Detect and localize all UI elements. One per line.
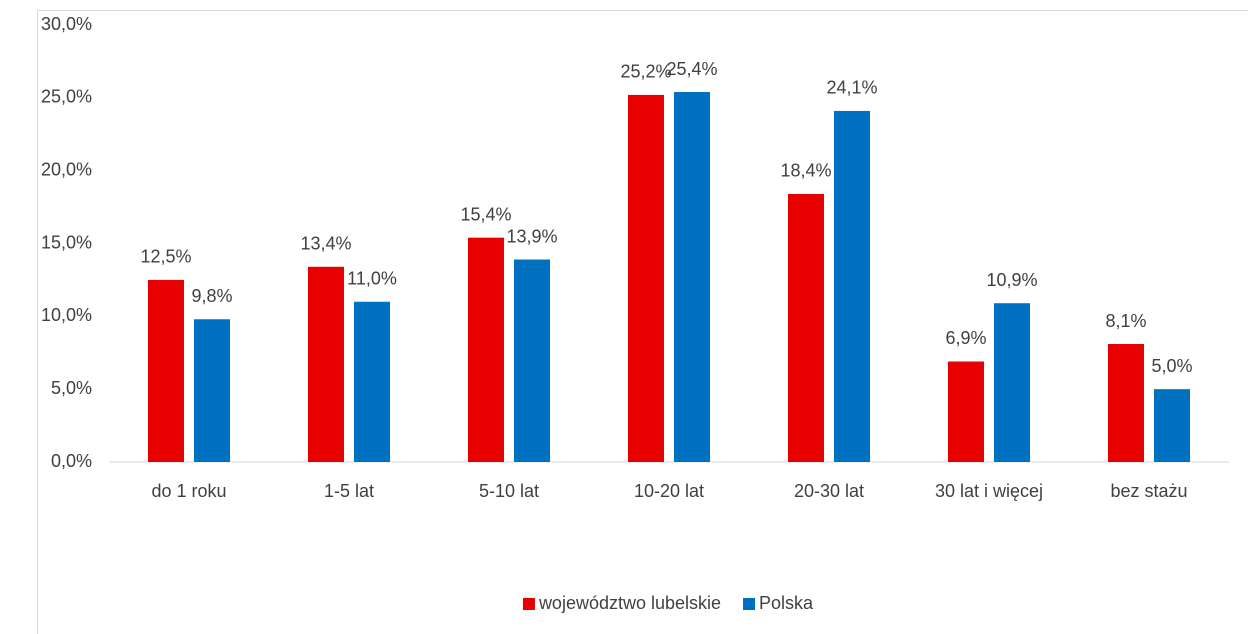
y-tick-label: 30,0% — [41, 14, 92, 34]
legend-label: Polska — [759, 593, 814, 613]
bar — [468, 237, 504, 462]
value-label: 9,8% — [191, 286, 232, 306]
legend-swatch — [522, 598, 535, 610]
y-tick-label: 20,0% — [41, 159, 92, 179]
x-tick-label: do 1 roku — [151, 481, 226, 501]
legend-swatch — [743, 598, 756, 610]
bar — [834, 110, 870, 463]
value-label: 15,4% — [460, 204, 511, 224]
bar — [1154, 389, 1190, 462]
value-label: 13,4% — [300, 234, 351, 254]
x-tick-label: 30 lat i więcej — [935, 481, 1043, 501]
x-tick-label: 20-30 lat — [794, 481, 864, 501]
value-label: 10,9% — [986, 270, 1037, 290]
value-label: 18,4% — [780, 161, 831, 181]
value-label: 5,0% — [1151, 356, 1192, 376]
x-tick-label: 10-20 lat — [634, 481, 704, 501]
y-tick-label: 25,0% — [41, 87, 92, 107]
x-tick-label: 1-5 lat — [324, 481, 374, 501]
bar — [628, 94, 664, 463]
value-label: 13,9% — [506, 226, 557, 246]
y-tick-label: 5,0% — [51, 378, 92, 398]
chart-border — [37, 10, 1248, 634]
bar — [194, 319, 230, 462]
bar — [354, 301, 390, 462]
value-label: 6,9% — [945, 328, 986, 348]
bar — [788, 193, 824, 462]
bar — [1108, 344, 1144, 462]
bar — [514, 259, 550, 462]
bar — [308, 266, 344, 462]
bar — [674, 92, 710, 463]
x-tick-label: bez stażu — [1110, 481, 1187, 501]
bar — [994, 303, 1030, 462]
y-tick-label: 15,0% — [41, 232, 92, 252]
y-tick-label: 0,0% — [51, 451, 92, 471]
bar — [148, 279, 184, 462]
value-label: 25,2% — [620, 62, 671, 82]
x-tick-label: 5-10 lat — [479, 481, 539, 501]
value-label: 12,5% — [140, 247, 191, 267]
value-label: 24,1% — [826, 78, 877, 98]
bar — [948, 361, 984, 462]
value-label: 8,1% — [1105, 311, 1146, 331]
value-label: 11,0% — [347, 269, 397, 289]
y-tick-label: 10,0% — [41, 305, 92, 325]
value-label: 25,4% — [666, 59, 717, 79]
legend-label: województwo lubelskie — [538, 593, 721, 613]
